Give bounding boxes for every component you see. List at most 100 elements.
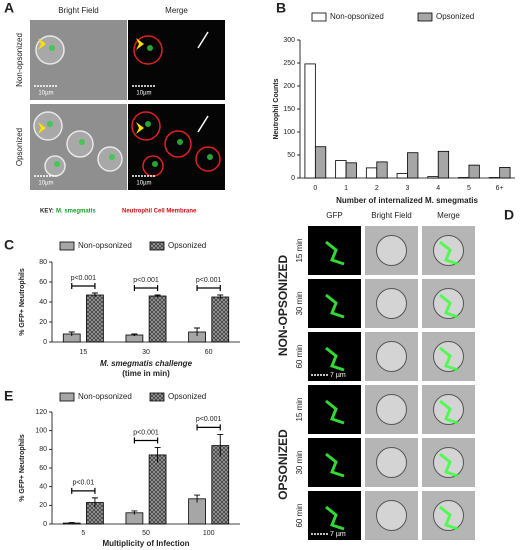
significance-bracket [71, 283, 96, 289]
bar [365, 167, 378, 179]
legend-swatch [59, 392, 75, 402]
scale-label: 7 µm [330, 531, 346, 538]
error-bar [91, 497, 98, 508]
x-tick-label: 15 [79, 349, 87, 356]
legend-label: Opsonized [168, 392, 206, 401]
scale-label: 10µm [136, 181, 151, 187]
x-tick-label: 2 [375, 185, 379, 192]
x-tick-label: 0 [313, 185, 317, 192]
p-value: p<0.001 [133, 277, 159, 284]
cell [376, 235, 407, 266]
y-tick-label: 20 [39, 502, 47, 509]
error-bar [217, 294, 224, 299]
error-bar [194, 327, 201, 336]
error-bar [217, 433, 224, 457]
error-bar [194, 494, 201, 503]
y-tick-label: 40 [39, 484, 47, 491]
micrograph [128, 20, 225, 100]
significance-bracket [196, 424, 221, 431]
y-axis-label: Neutrophil Counts [273, 78, 280, 139]
legend-label: Non-opsonized [78, 241, 132, 250]
x-tick-label: 60 [205, 349, 213, 356]
y-tick-label: 100 [35, 428, 47, 435]
arrow [197, 115, 209, 133]
x-axis-label: Number of internalized M. smegmatis [336, 196, 478, 205]
bacteria [177, 139, 183, 145]
gfp-signal [439, 399, 459, 425]
significance-bracket [71, 487, 96, 494]
column-header: Bright Field [58, 6, 98, 15]
bar [211, 296, 230, 343]
bar [188, 498, 206, 525]
y-tick-label: 80 [39, 259, 47, 266]
bar [345, 162, 357, 179]
y-tick-label: 20 [39, 319, 47, 326]
x-axis-label: (time in min) [122, 369, 170, 378]
row-label: 60 min [295, 503, 304, 527]
scale-label: 10µm [38, 181, 53, 187]
group-label: OPSONIZED [276, 429, 290, 500]
error-bar [68, 522, 75, 524]
y-tick-label: 100 [283, 129, 295, 136]
legend-swatch [417, 12, 433, 22]
legend-swatch [149, 241, 165, 251]
y-tick-label: 0 [43, 339, 47, 346]
error-bar [91, 292, 98, 297]
y-tick-label: 200 [283, 83, 295, 90]
arrowhead [136, 122, 144, 134]
bacteria [79, 139, 85, 145]
error-bar [154, 294, 161, 297]
column-header: Merge [437, 211, 460, 220]
cell [195, 146, 221, 172]
cell [376, 288, 407, 319]
bacteria [47, 121, 53, 127]
y-tick-label: 60 [39, 279, 47, 286]
gfp-signal [325, 505, 345, 531]
x-tick-label: 30 [142, 349, 150, 356]
arrowhead [38, 38, 46, 50]
bar [314, 146, 327, 179]
row-label: Opsonized [15, 128, 24, 166]
x-tick-label: 3 [406, 185, 410, 192]
bar [86, 294, 104, 343]
error-bar [131, 510, 138, 515]
bacteria [207, 154, 213, 160]
gfp-signal [325, 346, 345, 372]
cell [131, 111, 161, 141]
p-value: p<0.001 [196, 277, 222, 284]
x-tick-label: 50 [142, 530, 150, 537]
legend-swatch [59, 241, 75, 251]
legend-label: Non-opsonized [78, 392, 132, 401]
bar [396, 172, 408, 179]
panel-letter: A [4, 0, 14, 16]
cell [376, 447, 407, 478]
arrowhead [38, 122, 46, 134]
error-bar [154, 447, 161, 463]
cell [376, 500, 407, 531]
gfp-signal [325, 293, 345, 319]
bar [499, 167, 511, 179]
group-label: NON-OPSONIZED [276, 255, 290, 357]
y-tick-label: 300 [283, 37, 295, 44]
bacteria [109, 154, 115, 160]
x-axis-label: M. smegmatis challenge [100, 359, 193, 368]
significance-bracket [133, 437, 159, 444]
scale-label: 10µm [38, 91, 53, 97]
bar [211, 445, 230, 525]
y-tick-label: 150 [283, 106, 295, 113]
x-tick-label: 5 [81, 530, 85, 537]
gfp-signal [325, 452, 345, 478]
row-label: 15 min [295, 238, 304, 262]
cell [164, 130, 192, 158]
bacteria [49, 45, 55, 51]
bacteria [145, 121, 151, 127]
significance-bracket [196, 285, 221, 291]
gfp-signal [439, 346, 459, 372]
key-label: KEY: [40, 209, 54, 215]
bacteria [147, 45, 153, 51]
column-header: GFP [326, 211, 342, 220]
column-header: Merge [165, 6, 188, 15]
cell [133, 35, 163, 65]
bar [437, 150, 450, 179]
